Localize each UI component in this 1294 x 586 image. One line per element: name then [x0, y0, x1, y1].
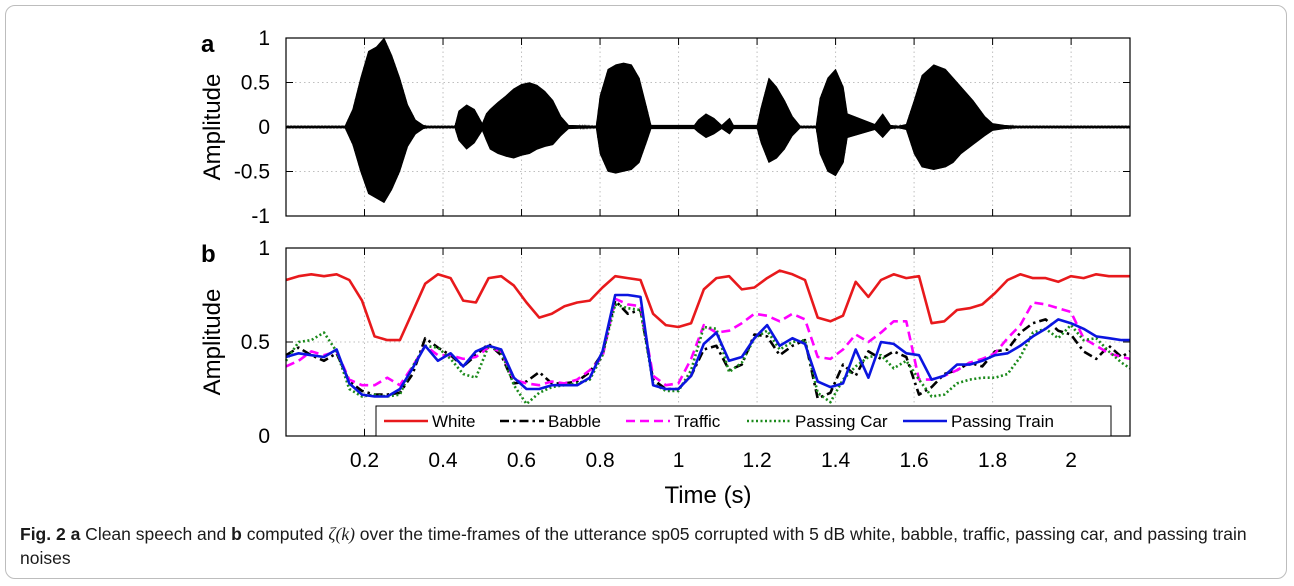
panel-label: b [201, 241, 216, 268]
y-tick-label: 0.5 [241, 331, 270, 354]
x-tick-label: 1 [673, 449, 685, 472]
series-line-babble [285, 299, 1131, 400]
series-line-passing-car [284, 303, 1131, 406]
caption-text-2: computed [241, 524, 329, 544]
x-tick-label: 0.8 [585, 449, 614, 472]
panel-label: a [201, 31, 215, 58]
legend-label: Passing Car [795, 412, 888, 431]
x-tick-label: 0.2 [350, 449, 379, 472]
caption-fig-label: Fig. 2 [20, 524, 66, 544]
x-tick-label: 1.8 [978, 449, 1007, 472]
panel-b: 1 0.5 0 0.2 0.4 0.6 0.8 1 1.2 1.4 1.6 1.8 2 Amplitude… [199, 237, 1131, 509]
x-tick-label: 1.2 [742, 449, 771, 472]
y-tick-label: 0 [258, 116, 270, 139]
x-axis-label: Time (s) [664, 482, 751, 509]
x-tick-label: 1.6 [899, 449, 928, 472]
y-tick-label: 0 [258, 425, 270, 448]
y-tick-label: 1 [258, 237, 270, 260]
legend-label: Traffic [674, 412, 721, 431]
caption-text-1: Clean speech and [80, 524, 232, 544]
figure-frame [5, 5, 1287, 579]
y-axis-label: Amplitude [199, 289, 226, 396]
panel-a: 1 0.5 0 -0.5 -1 Amplitude a [199, 27, 1131, 228]
y-tick-label: -1 [251, 205, 270, 228]
caption-math: ζ(k) [328, 524, 355, 544]
caption-text-3: over the time-frames of the utterance sp… [20, 524, 1247, 568]
y-axis-label: Amplitude [199, 74, 226, 181]
caption-a-label: a [70, 524, 81, 544]
x-tick-label: 1.4 [821, 449, 851, 472]
waveform-line [285, 38, 1131, 203]
caption-b-label: b [231, 524, 242, 544]
series-line-passing-train [285, 293, 1130, 398]
x-tick-label: 0.4 [428, 449, 458, 472]
x-tick-label: 0.6 [507, 449, 536, 472]
legend-label: White [432, 412, 475, 431]
legend-label: Passing Train [951, 412, 1054, 431]
legend-label: Babble [548, 412, 601, 431]
y-tick-label: -0.5 [234, 161, 270, 184]
figure-caption: Fig. 2 a Clean speech and b computed ζ(k… [20, 522, 1260, 570]
x-tick-label: 2 [1065, 449, 1077, 472]
y-tick-label: 0.5 [241, 72, 270, 95]
y-tick-label: 1 [258, 27, 270, 50]
legend-box [375, 405, 1112, 437]
series-line-white [285, 269, 1130, 342]
